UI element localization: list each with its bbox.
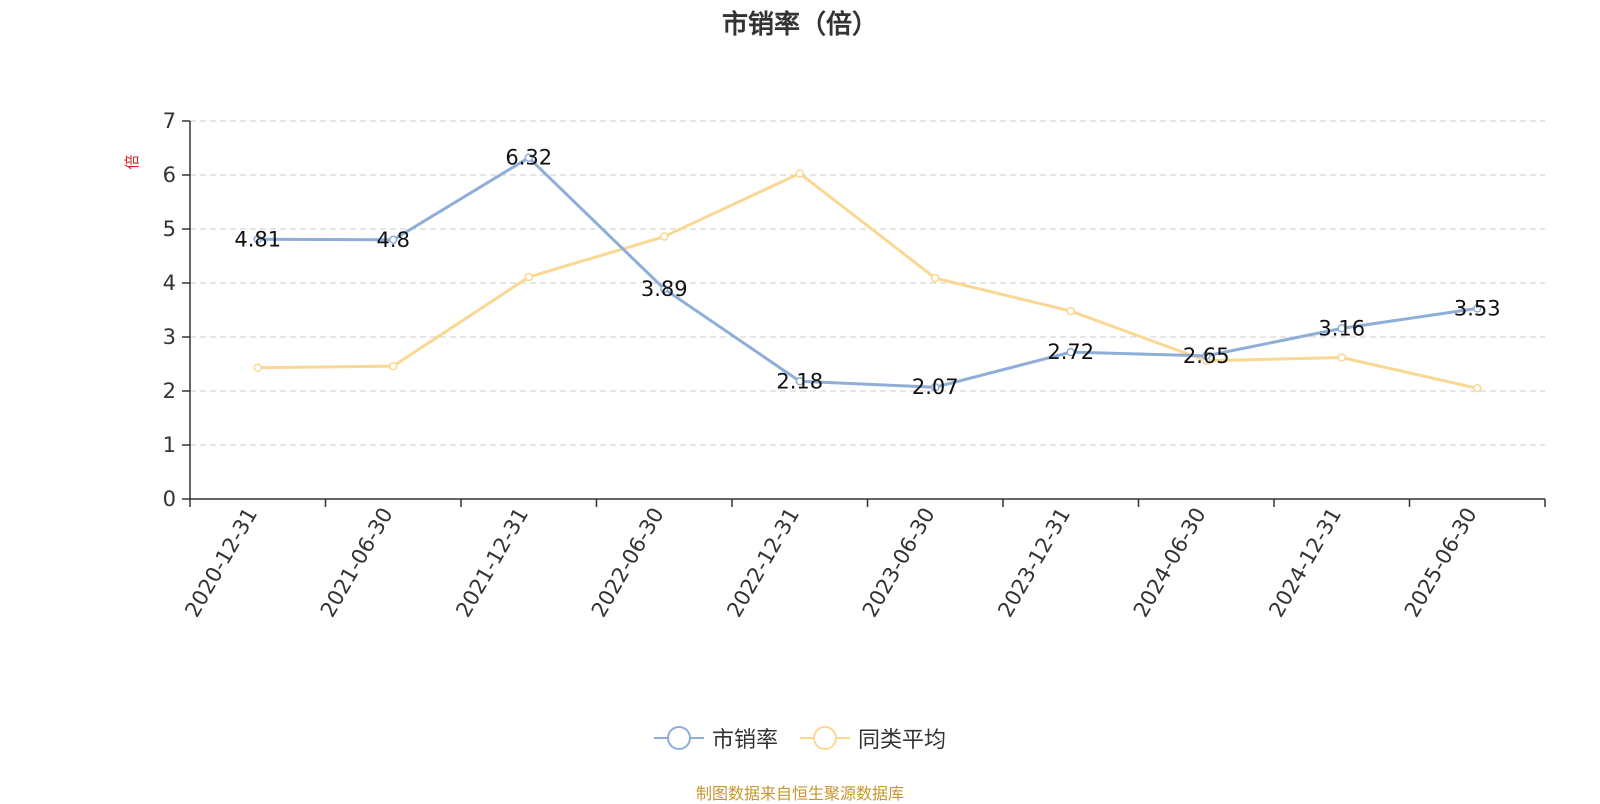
data-label: 2.72 <box>1047 340 1094 364</box>
data-label: 6.32 <box>505 146 552 170</box>
legend-item-price-to-sales[interactable]: 市销率 <box>653 722 778 754</box>
data-point <box>660 232 669 241</box>
data-point <box>524 153 533 162</box>
legend: 市销率 同类平均 <box>0 722 1600 754</box>
data-point <box>795 377 804 386</box>
data-point <box>389 235 398 245</box>
series-line-1 <box>257 171 1478 390</box>
data-point <box>1202 351 1211 361</box>
data-point <box>931 273 940 283</box>
x-tick-label: 2021-12-31 <box>451 504 533 622</box>
data-label: 4.81 <box>234 227 281 251</box>
data-point <box>1066 306 1075 316</box>
series-line-0 <box>257 156 1478 389</box>
y-tick-label: 6 <box>163 163 176 187</box>
axes: 0 1 2 3 4 5 6 7 倍 2020-12-31 2021-06-30 2021-12-31 2… <box>123 109 1546 622</box>
data-label: 3.53 <box>1454 296 1501 320</box>
legend-item-peer-average[interactable]: 同类平均 <box>800 722 946 754</box>
x-tick-label: 2020-12-31 <box>180 504 262 622</box>
data-source-footer: 制图数据来自恒生聚源数据库 <box>695 784 904 803</box>
legend-marker-icon <box>800 725 850 751</box>
x-tick-label: 2025-06-30 <box>1400 504 1482 622</box>
y-tick-label: 1 <box>163 433 176 457</box>
data-label: 3.89 <box>641 277 688 301</box>
y-tick-label: 0 <box>163 487 176 511</box>
x-tick-label: 2024-12-31 <box>1264 504 1346 622</box>
data-point <box>795 169 804 178</box>
data-label: 2.18 <box>776 369 823 393</box>
data-label: 4.8 <box>377 228 410 252</box>
grid-lines <box>190 120 1545 446</box>
data-point <box>660 284 669 294</box>
x-tick-label: 2024-06-30 <box>1129 504 1211 622</box>
chart-title: 市销率（倍） <box>721 10 878 40</box>
data-point <box>1337 324 1346 333</box>
data-point <box>1473 384 1482 393</box>
legend-label: 同类平均 <box>858 728 947 753</box>
legend-label: 市销率 <box>711 728 778 753</box>
data-point <box>1473 304 1482 313</box>
y-axis-title: 倍 <box>123 154 141 169</box>
data-point <box>524 272 533 282</box>
data-point <box>389 361 398 371</box>
data-labels: 4.81 4.8 6.32 3.89 2.18 2.07 2.72 2.65 3.16 3.53 <box>234 146 1500 400</box>
data-point <box>1337 353 1346 362</box>
y-tick-label: 2 <box>163 379 176 403</box>
y-tick-label: 3 <box>163 325 176 349</box>
x-tick-label: 2022-06-30 <box>587 504 669 622</box>
x-tick-label: 2023-06-30 <box>858 504 940 622</box>
data-point <box>253 363 262 373</box>
series-lines <box>253 153 1482 393</box>
data-label: 2.07 <box>912 375 959 399</box>
data-point <box>253 235 262 244</box>
y-tick-label: 4 <box>163 271 176 295</box>
x-tick-label: 2023-12-31 <box>993 504 1075 622</box>
legend-circle-0 <box>666 726 691 750</box>
legend-marker-icon <box>653 725 704 751</box>
data-label: 2.65 <box>1183 344 1230 368</box>
data-point <box>931 382 940 392</box>
data-label: 3.16 <box>1318 316 1365 340</box>
x-tick-label: 2021-06-30 <box>316 504 398 622</box>
x-tick-label: 2022-12-31 <box>722 504 804 622</box>
y-tick-label: 5 <box>163 217 176 241</box>
y-tick-label: 7 <box>163 109 176 133</box>
data-point <box>1066 347 1075 357</box>
legend-circle-1 <box>813 726 837 750</box>
